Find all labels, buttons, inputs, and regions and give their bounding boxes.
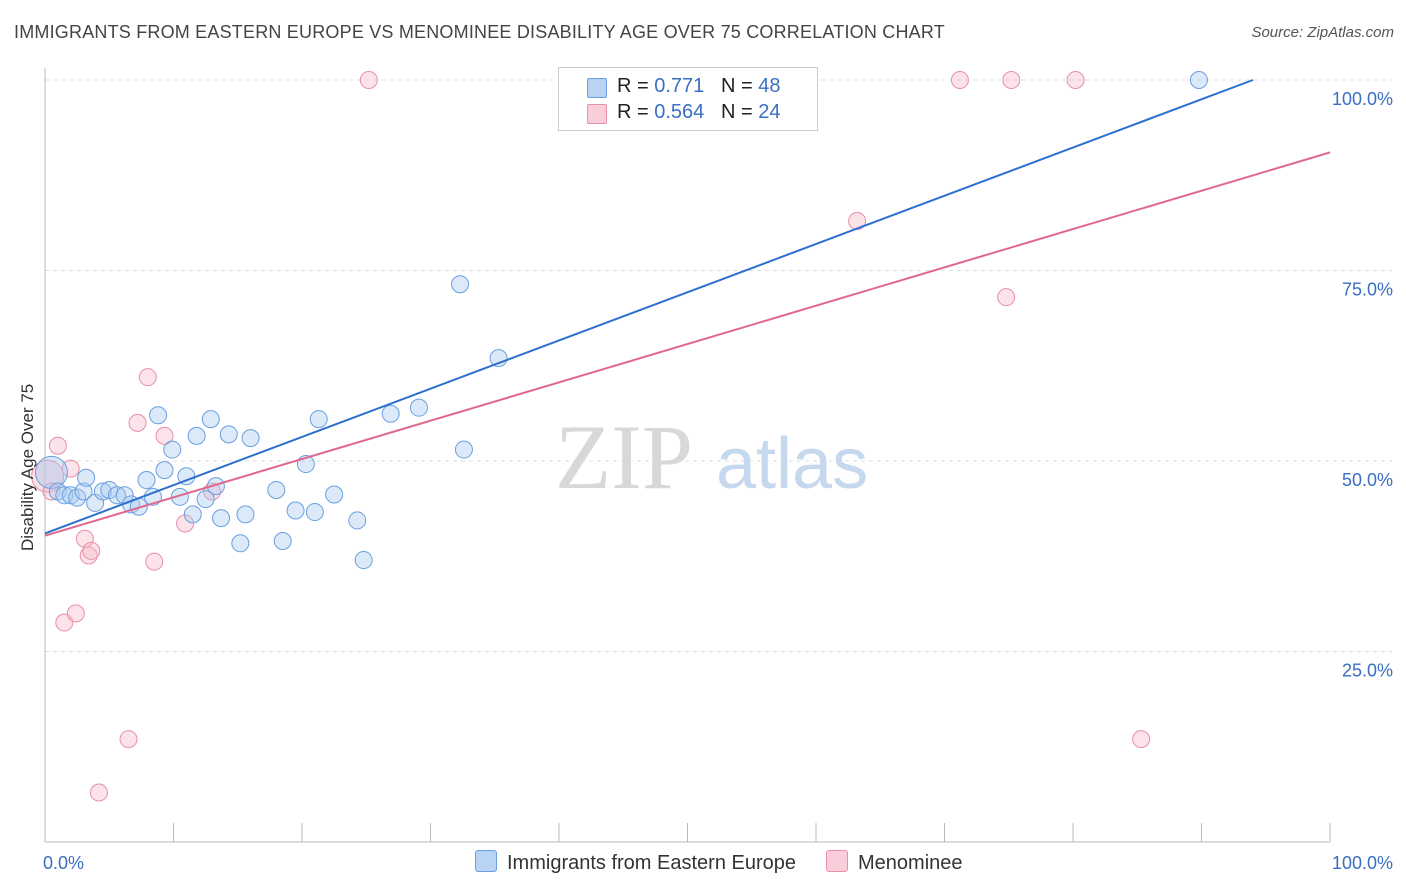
data-point	[325, 485, 344, 504]
bottom-legend-series1: Immigrants from Eastern Europe	[475, 850, 796, 875]
bottom-legend-label: Menominee	[858, 852, 963, 874]
data-point	[107, 486, 126, 505]
eastern-europe-points	[34, 71, 1208, 570]
data-point	[155, 461, 174, 480]
data-point	[206, 477, 225, 496]
data-point	[1189, 71, 1208, 89]
data-point	[409, 398, 428, 417]
data-point	[219, 425, 238, 444]
data-point	[89, 783, 108, 802]
data-point	[359, 71, 378, 89]
data-point	[137, 471, 156, 490]
legend-r-value: 0.771	[654, 75, 705, 97]
data-point	[1066, 71, 1085, 89]
legend-n-label: N =	[720, 101, 753, 123]
data-point	[149, 406, 168, 425]
menominee-points	[31, 71, 1151, 802]
trend-line-menominee	[44, 151, 1331, 537]
axes	[44, 68, 1331, 843]
legend-swatch-blue	[587, 78, 607, 98]
data-point	[77, 468, 96, 487]
data-point	[354, 551, 373, 570]
legend-r-label: R =	[617, 75, 649, 97]
y-tick-label: 100.0%	[1332, 89, 1393, 109]
source-label: Source: ZipAtlas.com	[1251, 24, 1394, 41]
gridlines	[45, 79, 1392, 652]
watermark-atlas: atlas	[716, 424, 868, 504]
bottom-legend-series2: Menominee	[826, 850, 963, 875]
data-point	[950, 71, 969, 89]
data-point	[348, 511, 367, 530]
data-point	[66, 604, 85, 623]
data-point	[212, 509, 231, 528]
y-axis-label: Disability Age Over 75	[18, 383, 37, 551]
data-point	[176, 514, 195, 533]
trend-lines	[44, 79, 1331, 537]
y-tick-label: 75.0%	[1342, 280, 1393, 300]
data-point	[93, 482, 112, 501]
data-point	[1132, 730, 1151, 749]
data-point	[61, 459, 80, 478]
data-point	[119, 730, 138, 749]
data-point	[309, 410, 328, 429]
data-point	[236, 505, 255, 524]
legend-r-label: R =	[617, 101, 649, 123]
watermark-zip: ZIP	[555, 406, 693, 508]
trend-line-eastern-europe	[44, 79, 1254, 535]
legend-n-label: N =	[720, 75, 753, 97]
chart-title: IMMIGRANTS FROM EASTERN EUROPE VS MENOMI…	[14, 22, 945, 42]
data-point	[48, 436, 67, 455]
data-point	[170, 487, 189, 506]
y-tick-label: 50.0%	[1342, 470, 1393, 490]
data-point	[201, 410, 220, 429]
data-point	[82, 541, 101, 560]
data-point	[241, 429, 260, 448]
data-point	[163, 440, 182, 459]
data-point	[454, 440, 473, 459]
data-point	[1002, 71, 1021, 89]
data-point	[267, 480, 286, 499]
data-point	[145, 552, 164, 571]
legend-n-value: 24	[758, 101, 781, 123]
y-tick-label: 25.0%	[1342, 661, 1393, 681]
bottom-legend-label: Immigrants from Eastern Europe	[507, 852, 796, 874]
data-point	[196, 490, 215, 509]
data-point	[155, 426, 174, 445]
data-point	[231, 534, 250, 553]
data-point	[997, 288, 1016, 307]
data-point	[74, 482, 93, 501]
x-tick-label: 0.0%	[43, 853, 84, 873]
data-point	[187, 426, 206, 445]
data-point	[286, 501, 305, 520]
data-point	[183, 505, 202, 524]
legend-r-value: 0.564	[654, 101, 705, 123]
legend-swatch-pink	[826, 850, 848, 872]
watermark: ZIP atlas	[555, 406, 868, 508]
data-point	[273, 532, 292, 551]
data-point	[128, 413, 147, 432]
data-point	[451, 275, 470, 294]
data-point	[381, 404, 400, 423]
data-point	[138, 368, 157, 387]
legend-swatch-blue	[475, 850, 497, 872]
data-point	[34, 455, 68, 489]
x-tick-label: 100.0%	[1332, 853, 1393, 873]
legend-swatch-pink	[587, 104, 607, 124]
correlation-legend: R = 0.771 N = 48 R = 0.564 N = 24	[558, 67, 818, 131]
legend-n-value: 48	[758, 75, 781, 97]
axis-tick-labels: 25.0% 50.0% 75.0% 100.0% 0.0% 100.0%	[43, 89, 1393, 873]
data-point	[305, 503, 324, 522]
